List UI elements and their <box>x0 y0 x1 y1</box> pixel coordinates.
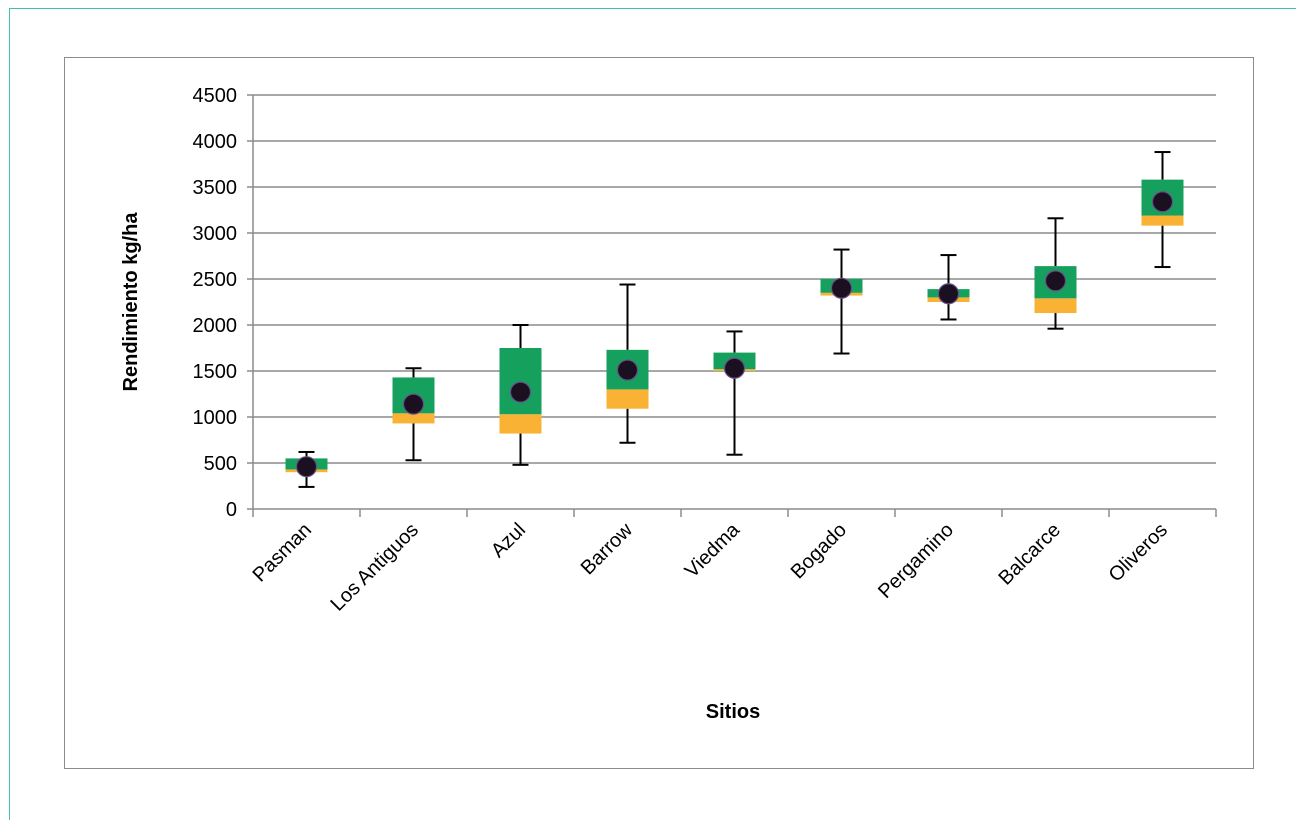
y-axis-title: Rendimiento kg/ha <box>120 212 142 392</box>
box-lower-q1-median <box>392 413 435 424</box>
x-category-label-los-antiguos: Los Antiguos <box>326 519 423 616</box>
y-tick-label-3500: 3500 <box>193 177 238 199</box>
box-oliveros <box>1141 151 1184 269</box>
box-lower-q1-median <box>1034 298 1077 314</box>
mean-marker <box>830 277 853 299</box>
box-lower-q1-median <box>606 389 649 409</box>
box-los-antiguos <box>392 367 435 462</box>
y-tick-label-4000: 4000 <box>193 131 238 153</box>
x-category-label-pergamino: Pergamino <box>874 519 958 603</box>
box-plot-chart: 0 500 1000 1500 2000 2500 3000 3500 4000 4500 Pas… <box>120 85 1217 723</box>
box-pergamino <box>927 254 970 321</box>
mean-marker <box>616 359 639 381</box>
y-axis-tick-labels: 0 500 1000 1500 2000 2500 3000 3500 4000 4500 <box>193 85 238 521</box>
y-tick-label-0: 0 <box>226 499 237 521</box>
mean-marker <box>295 456 318 478</box>
box-balcarce <box>1034 217 1077 330</box>
box-bogado <box>820 248 863 355</box>
box-upper-median-q3 <box>499 348 542 415</box>
chart-area: 0 500 1000 1500 2000 2500 3000 3500 4000 4500 Pas… <box>64 57 1254 769</box>
y-tick-label-2000: 2000 <box>193 315 238 337</box>
boxes <box>285 151 1184 488</box>
box-azul <box>499 324 542 466</box>
mean-marker <box>1044 270 1067 292</box>
box-lower-q1-median <box>499 414 542 434</box>
y-tick-label-500: 500 <box>204 453 237 475</box>
y-tick-label-1500: 1500 <box>193 361 238 383</box>
x-category-label-balcarce: Balcarce <box>994 519 1065 590</box>
x-category-label-bogado: Bogado <box>787 519 851 583</box>
y-tick-label-4500: 4500 <box>193 85 238 107</box>
x-category-label-barrow: Barrow <box>577 519 638 580</box>
mean-marker <box>509 381 532 403</box>
x-axis-category-labels: Pasman Los Antiguos Azul Barrow Viedma Bogado… <box>249 518 1172 615</box>
box-viedma <box>713 330 756 456</box>
y-tick-label-1000: 1000 <box>193 407 238 429</box>
x-category-label-pasman: Pasman <box>249 519 316 586</box>
box-pasman <box>285 450 328 488</box>
mean-marker <box>937 283 960 305</box>
y-tick-label-2500: 2500 <box>193 269 238 291</box>
y-tick-label-3000: 3000 <box>193 223 238 245</box>
box-lower-q1-median <box>1141 215 1184 226</box>
mean-marker <box>723 357 746 379</box>
x-category-label-oliveros: Oliveros <box>1105 519 1172 586</box>
page-frame <box>9 8 1296 820</box>
box-barrow <box>606 283 649 444</box>
x-category-label-azul: Azul <box>487 519 530 562</box>
mean-marker <box>402 393 425 415</box>
axes <box>247 94 1217 517</box>
x-axis-title: Sitios <box>706 701 760 723</box>
mean-marker <box>1151 191 1174 213</box>
x-category-label-viedma: Viedma <box>681 518 745 582</box>
